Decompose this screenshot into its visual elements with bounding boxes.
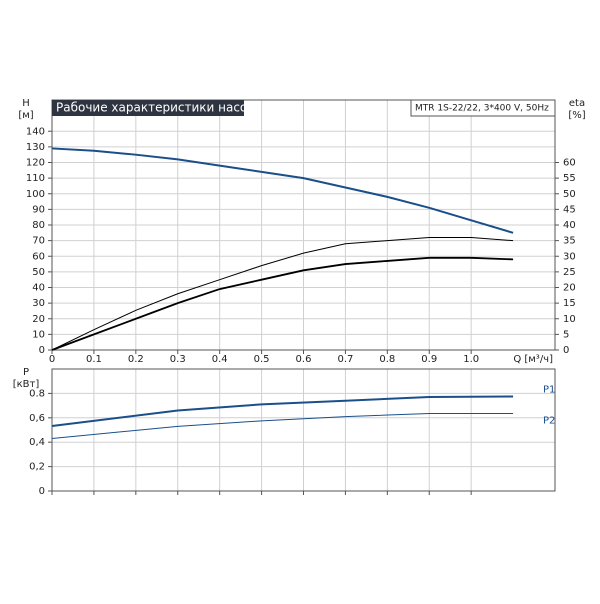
y2-axis-label: eta <box>569 98 585 109</box>
y-axis-label: H <box>22 98 30 109</box>
y-tick-label: 40 <box>32 283 45 294</box>
x-tick-label: 0.5 <box>254 354 270 365</box>
y-axis-label: [кВт] <box>13 379 40 390</box>
y2-tick-label: 40 <box>563 220 576 231</box>
title-box <box>52 100 244 116</box>
y-tick-label: 90 <box>32 204 45 215</box>
plot-border <box>51 368 556 492</box>
x-tick-label: 0.2 <box>128 354 144 365</box>
series-line <box>51 237 514 351</box>
y2-tick-label: 30 <box>563 251 576 262</box>
x-tick-label: 1.0 <box>463 354 479 365</box>
y-tick-label: 10 <box>32 329 45 340</box>
y2-tick-label: 15 <box>563 298 576 309</box>
series-line <box>51 413 514 440</box>
plot-border <box>51 99 556 351</box>
legend-label: P1 <box>543 384 555 395</box>
series-line <box>51 256 514 351</box>
y-tick-label: 30 <box>32 298 45 309</box>
x-tick-label: 0.3 <box>170 354 186 365</box>
y-tick-label: 0.8 <box>29 388 45 399</box>
y2-tick-label: 50 <box>563 189 576 200</box>
x-tick-label: 0.9 <box>421 354 437 365</box>
y2-tick-label: 10 <box>563 314 576 325</box>
y2-tick-label: 60 <box>563 158 576 169</box>
chart-title: Рабочие характеристики насоса <box>56 101 261 115</box>
y2-tick-label: 0 <box>563 345 569 356</box>
legend-label: P2 <box>543 416 555 427</box>
x-tick-label: 0.1 <box>86 354 102 365</box>
y-tick-label: 20 <box>32 314 45 325</box>
y-tick-label: 50 <box>32 267 45 278</box>
x-tick-label: 0.7 <box>337 354 353 365</box>
y2-tick-label: 35 <box>563 236 576 247</box>
y-tick-label: 70 <box>32 236 45 247</box>
y-tick-label: 0,4 <box>29 437 45 448</box>
x-tick-label: 0.4 <box>212 354 228 365</box>
x-axis-label: Q [м³/ч] <box>513 354 553 365</box>
y-tick-label: 0 <box>39 486 45 497</box>
x-tick-label: 0 <box>49 354 55 365</box>
y2-tick-label: 55 <box>563 173 576 184</box>
y-tick-label: 100 <box>26 189 45 200</box>
y2-tick-label: 5 <box>563 329 569 340</box>
series-line <box>51 147 514 234</box>
y-tick-label: 80 <box>32 220 45 231</box>
x-tick-label: 0.6 <box>296 354 312 365</box>
y-tick-label: 140 <box>26 126 45 137</box>
y2-tick-label: 45 <box>563 204 576 215</box>
y-tick-label: 0,2 <box>29 462 45 473</box>
y2-tick-label: 20 <box>563 283 576 294</box>
y-tick-label: 130 <box>26 142 45 153</box>
y-tick-label: 110 <box>26 173 45 184</box>
y-tick-label: 120 <box>26 158 45 169</box>
subtitle-box <box>410 99 556 117</box>
y2-tick-label: 25 <box>563 267 576 278</box>
y-tick-label: 0,6 <box>29 413 45 424</box>
chart-subtitle: MTR 1S-22/22, 3*400 V, 50Hz <box>415 104 549 114</box>
y-axis-label: P <box>23 367 29 378</box>
y-tick-label: 60 <box>32 251 45 262</box>
y2-axis-label: [%] <box>568 110 585 121</box>
y-axis-label: [м] <box>18 110 33 121</box>
x-tick-label: 0.8 <box>379 354 395 365</box>
y-tick-label: 0 <box>39 345 45 356</box>
series-line <box>51 395 514 427</box>
